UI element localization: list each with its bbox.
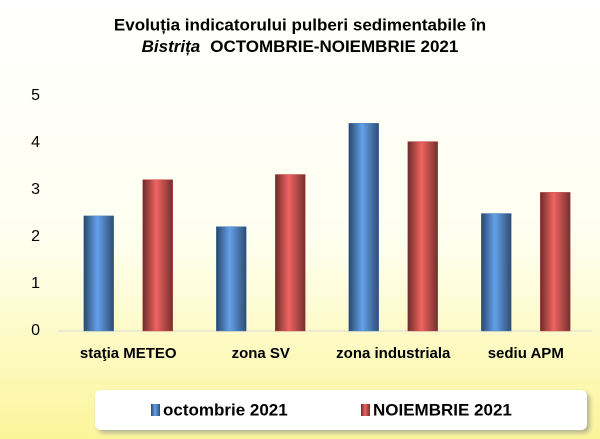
y-tick-label: 1 xyxy=(31,275,40,292)
x-tick-label: staţia METEO xyxy=(80,345,177,362)
y-tick-label: 2 xyxy=(31,228,40,245)
legend-label: NOIEMBRIE 2021 xyxy=(373,400,512,419)
legend-swatch xyxy=(361,404,370,416)
bar xyxy=(216,226,247,332)
legend-box xyxy=(95,390,587,430)
title-period: OCTOMBRIE-NOIEMBRIE 2021 xyxy=(210,37,458,56)
bar xyxy=(275,174,306,332)
bar xyxy=(142,179,173,332)
chart-title: Evoluția indicatorului pulberi sedimenta… xyxy=(114,15,486,34)
y-tick-label: 4 xyxy=(31,134,40,151)
bar xyxy=(83,215,114,332)
y-tick-label: 3 xyxy=(31,181,40,198)
x-tick-label: sediu APM xyxy=(488,345,564,362)
y-tick-label: 5 xyxy=(31,87,40,104)
bar xyxy=(540,192,571,332)
bar xyxy=(348,123,379,332)
bar xyxy=(481,213,512,332)
bar xyxy=(407,141,438,332)
y-tick-label: 0 xyxy=(31,322,40,339)
title-place: Bistrița xyxy=(142,37,201,56)
chart-subtitle: Bistrița OCTOMBRIE-NOIEMBRIE 2021 xyxy=(142,37,459,56)
legend-label: octombrie 2021 xyxy=(163,400,288,419)
x-tick-label: zona industriala xyxy=(336,345,451,362)
legend-swatch xyxy=(151,404,160,416)
x-tick-label: zona SV xyxy=(232,345,290,362)
